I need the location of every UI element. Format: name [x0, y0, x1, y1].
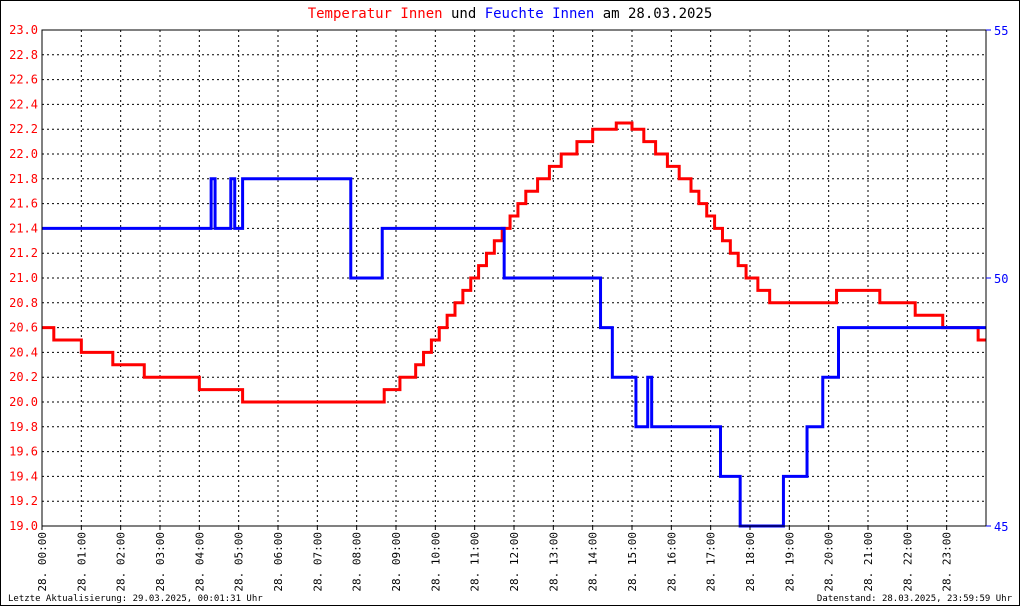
x-tick-label: 28. 05:00: [233, 532, 246, 592]
x-tick-label: 28. 03:00: [154, 532, 167, 592]
y-left-tick-label: 19.8: [9, 420, 38, 434]
x-tick-label: 28. 15:00: [626, 532, 639, 592]
y-left-tick-label: 22.8: [9, 48, 38, 62]
y-left-tick-label: 21.6: [9, 197, 38, 211]
title-humidity: Feuchte Innen: [485, 6, 595, 22]
y-right-tick-label: 45: [994, 520, 1008, 534]
x-tick-label: 28. 09:00: [390, 532, 403, 592]
series-humidity: [42, 177, 986, 528]
x-tick-label: 28. 17:00: [705, 532, 718, 592]
x-tick-label: 28. 02:00: [115, 532, 128, 592]
x-axis: 28. 00:00 28. 01:00 28. 02:00 28. 03:00 28. …: [36, 526, 954, 592]
x-tick-label: 28. 19:00: [783, 532, 796, 592]
x-tick-label: 28. 11:00: [469, 532, 482, 592]
y-right-tick-label: 55: [994, 24, 1008, 38]
x-tick-label: 28. 12:00: [508, 532, 521, 592]
y-left-tick-label: 20.4: [9, 345, 38, 359]
y-left-tick-label: 21.8: [9, 172, 38, 186]
humidity-line: [42, 177, 986, 528]
x-tick-label: 28. 06:00: [272, 532, 285, 592]
y-left-tick-label: 20.8: [9, 296, 38, 310]
y-left-tick-label: 21.4: [9, 221, 38, 235]
x-tick-label: 28. 08:00: [351, 532, 364, 592]
x-tick-label: 28. 16:00: [665, 532, 678, 592]
x-tick-label: 28. 20:00: [823, 532, 836, 592]
title-and: und: [443, 6, 485, 22]
x-tick-label: 28. 18:00: [744, 532, 757, 592]
x-tick-label: 28. 00:00: [36, 532, 49, 592]
x-tick-label: 28. 01:00: [75, 532, 88, 592]
y-left-tick-label: 20.2: [9, 370, 38, 384]
y-left-tick-label: 22.4: [9, 97, 38, 111]
y-left-tick-label: 19.6: [9, 445, 38, 459]
data-state-text: Datenstand: 28.03.2025, 23:59:59 Uhr: [817, 594, 1013, 604]
title-date: am 28.03.2025: [594, 6, 712, 22]
series-temperature: [42, 121, 986, 404]
chart-title: Temperatur Innen und Feuchte Innen am 28…: [308, 6, 713, 22]
x-tick-label: 28. 04:00: [193, 532, 206, 592]
x-tick-label: 28. 21:00: [862, 532, 875, 592]
x-tick-label: 28. 14:00: [587, 532, 600, 592]
y-axis-left: 19.0 19.2 19.4 19.6 19.8 20.0 20.2 20.4 20.6 20.8…: [9, 23, 38, 533]
last-update-text: Letzte Aktualisierung: 29.03.2025, 00:01…: [8, 594, 263, 604]
y-right-tick-label: 50: [994, 272, 1008, 286]
y-left-tick-label: 19.4: [9, 469, 38, 483]
y-left-tick-label: 19.2: [9, 494, 38, 508]
y-left-tick-label: 22.2: [9, 122, 38, 136]
title-temperature: Temperatur Innen: [308, 6, 443, 22]
y-left-tick-label: 22.6: [9, 73, 38, 87]
temperature-line: [42, 121, 986, 404]
y-left-tick-label: 22.0: [9, 147, 38, 161]
y-left-tick-label: 21.2: [9, 246, 38, 260]
x-tick-label: 28. 23:00: [941, 532, 954, 592]
y-left-tick-label: 20.6: [9, 321, 38, 335]
x-tick-label: 28. 07:00: [311, 532, 324, 592]
x-tick-label: 28. 22:00: [901, 532, 914, 592]
x-tick-label: 28. 10:00: [429, 532, 442, 592]
y-axis-right: 45 50 55: [986, 24, 1008, 534]
y-left-tick-label: 21.0: [9, 271, 38, 285]
y-left-tick-label: 20.0: [9, 395, 38, 409]
x-tick-label: 28. 13:00: [547, 532, 560, 592]
y-left-tick-label: 23.0: [9, 23, 38, 37]
y-left-tick-label: 19.0: [9, 519, 38, 533]
